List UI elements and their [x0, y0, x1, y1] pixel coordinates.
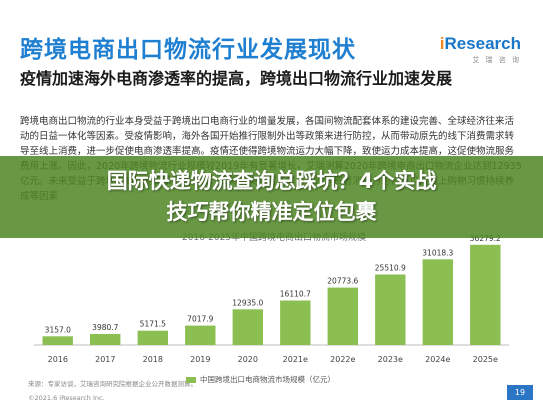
- x-tick-2024e: 2024e: [425, 355, 450, 364]
- chart-legend: 中国跨境出口电商物流市场规模（亿元）: [186, 374, 335, 385]
- overlay-line-1: 国际快递物流查询总踩坑？4个实战: [106, 169, 437, 193]
- value-label-2018: 5171.5: [140, 320, 166, 329]
- logo-subtext: 艾 瑞 咨 询: [472, 56, 521, 64]
- x-tick-2020: 2020: [238, 355, 258, 364]
- bar-2024e: [422, 259, 453, 345]
- value-label-2019: 7017.9: [187, 315, 213, 324]
- x-tick-2021e: 2021e: [283, 355, 308, 364]
- value-label-2023e: 25510.9: [375, 264, 406, 273]
- bar-2018: [137, 330, 168, 345]
- bar-2016: [42, 336, 73, 345]
- value-label-2025e: 36279.2: [470, 234, 501, 243]
- value-label-2017: 3980.7: [92, 323, 118, 332]
- value-label-2022e: 20773.6: [327, 277, 358, 286]
- x-tick-2018: 2018: [143, 355, 163, 364]
- x-tick-2023e: 2023e: [378, 355, 403, 364]
- bar-2021e: [280, 300, 311, 345]
- bar-2020: [232, 309, 263, 345]
- bar-2022e: [327, 287, 358, 345]
- overlay-banner: [0, 156, 543, 238]
- chart-title: 2016-2025年中国跨境电商出口物流市场规模: [181, 233, 367, 243]
- slide-subtitle: 疫情加速海外电商渗透率的提高，跨境出口物流行业加速发展: [20, 69, 453, 88]
- bar-2019: [185, 325, 216, 345]
- x-tick-2025e: 2025e: [473, 355, 498, 364]
- value-label-2024e: 31018.3: [422, 248, 453, 257]
- page-number: 19: [507, 385, 533, 400]
- bar-2017: [90, 334, 121, 345]
- x-tick-2016: 2016: [48, 355, 68, 364]
- bar-2023e: [375, 274, 406, 345]
- bar-2025e: [470, 244, 501, 345]
- legend-label: 中国跨境出口电商物流市场规模（亿元）: [200, 375, 335, 384]
- overlay-line-2: 技巧帮你精准定位包裹: [166, 200, 377, 224]
- value-label-2016: 3157.0: [45, 325, 71, 334]
- slide-title: 跨境电商出口物流行业发展现状: [20, 37, 356, 63]
- logo-mark: iResearch: [439, 34, 521, 53]
- x-tick-2022e: 2022e: [330, 355, 355, 364]
- value-label-2020: 12935.0: [232, 298, 263, 307]
- copyright: ©2021.6 iResearch Inc.: [28, 394, 105, 402]
- source-note: 来源：专家访谈，艾瑞咨询研究院根据企业公开数据测算。: [28, 380, 197, 388]
- value-label-2021e: 16110.7: [280, 290, 311, 299]
- x-tick-2017: 2017: [95, 355, 115, 364]
- iresearch-logo: iResearch 艾 瑞 咨 询: [440, 34, 521, 65]
- overlay-headline: 国际快递物流查询总踩坑？4个实战 技巧帮你精准定位包裹: [0, 166, 543, 228]
- x-tick-2019: 2019: [190, 355, 210, 364]
- legend-swatch: [186, 376, 196, 383]
